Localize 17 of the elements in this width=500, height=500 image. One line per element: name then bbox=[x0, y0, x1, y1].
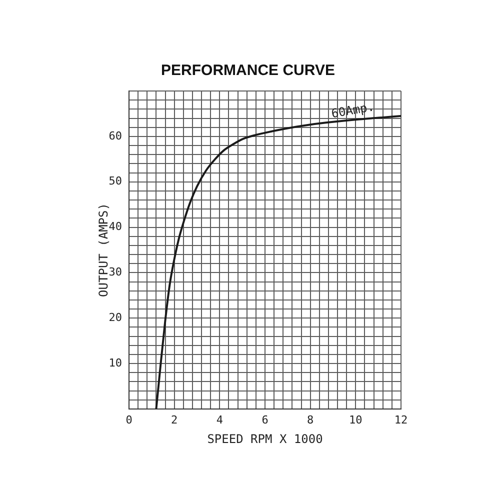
x-tick-label: 10 bbox=[349, 413, 362, 426]
x-axis-title: SPEED RPM X 1000 bbox=[207, 432, 323, 446]
x-tick-label: 8 bbox=[307, 413, 314, 426]
y-tick-label: 10 bbox=[108, 356, 122, 370]
chart-title: PERFORMANCE CURVE bbox=[161, 62, 335, 80]
x-tick-label: 2 bbox=[171, 413, 178, 426]
y-tick-label: 30 bbox=[108, 266, 122, 279]
x-tick-label: 12 bbox=[394, 413, 408, 426]
annotation: 60Amp. bbox=[330, 100, 376, 121]
y-tick-label: 40 bbox=[108, 220, 122, 234]
y-tick-label: 20 bbox=[108, 311, 122, 324]
x-tick-label: 4 bbox=[216, 413, 224, 426]
y-tick-label: 60 bbox=[108, 129, 122, 142]
y-axis-title: OUTPUT (AMPS) bbox=[96, 203, 110, 297]
x-tick-label: 6 bbox=[262, 413, 268, 426]
y-tick-label: 50 bbox=[108, 174, 122, 188]
x-tick-label: 0 bbox=[126, 413, 132, 426]
